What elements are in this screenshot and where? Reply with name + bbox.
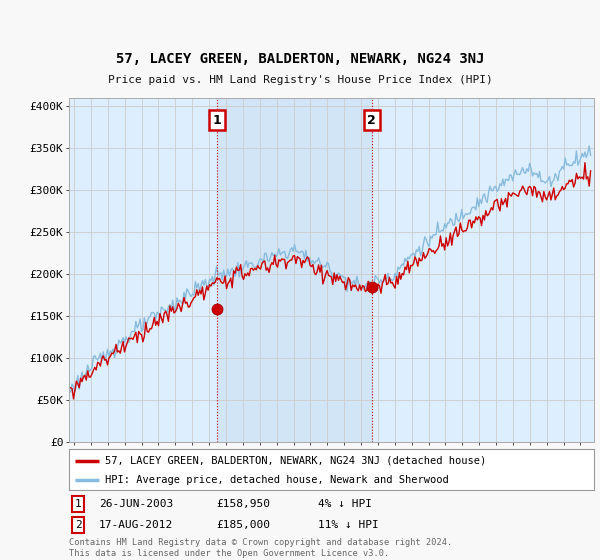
- Text: 57, LACEY GREEN, BALDERTON, NEWARK, NG24 3NJ (detached house): 57, LACEY GREEN, BALDERTON, NEWARK, NG24…: [105, 456, 486, 465]
- Text: 2: 2: [74, 520, 82, 530]
- Text: £158,950: £158,950: [216, 499, 270, 509]
- Bar: [217, 98, 371, 442]
- Text: 1: 1: [213, 114, 221, 127]
- Text: 2: 2: [367, 114, 376, 127]
- Text: 17-AUG-2012: 17-AUG-2012: [99, 520, 173, 530]
- Text: Price paid vs. HM Land Registry's House Price Index (HPI): Price paid vs. HM Land Registry's House …: [107, 75, 493, 85]
- Text: 4% ↓ HPI: 4% ↓ HPI: [318, 499, 372, 509]
- Text: £185,000: £185,000: [216, 520, 270, 530]
- Text: 11% ↓ HPI: 11% ↓ HPI: [318, 520, 379, 530]
- Text: 1: 1: [74, 499, 82, 509]
- Text: 26-JUN-2003: 26-JUN-2003: [99, 499, 173, 509]
- Text: Contains HM Land Registry data © Crown copyright and database right 2024.
This d: Contains HM Land Registry data © Crown c…: [69, 538, 452, 558]
- Text: 57, LACEY GREEN, BALDERTON, NEWARK, NG24 3NJ: 57, LACEY GREEN, BALDERTON, NEWARK, NG24…: [116, 52, 484, 66]
- Text: HPI: Average price, detached house, Newark and Sherwood: HPI: Average price, detached house, Newa…: [105, 475, 448, 485]
